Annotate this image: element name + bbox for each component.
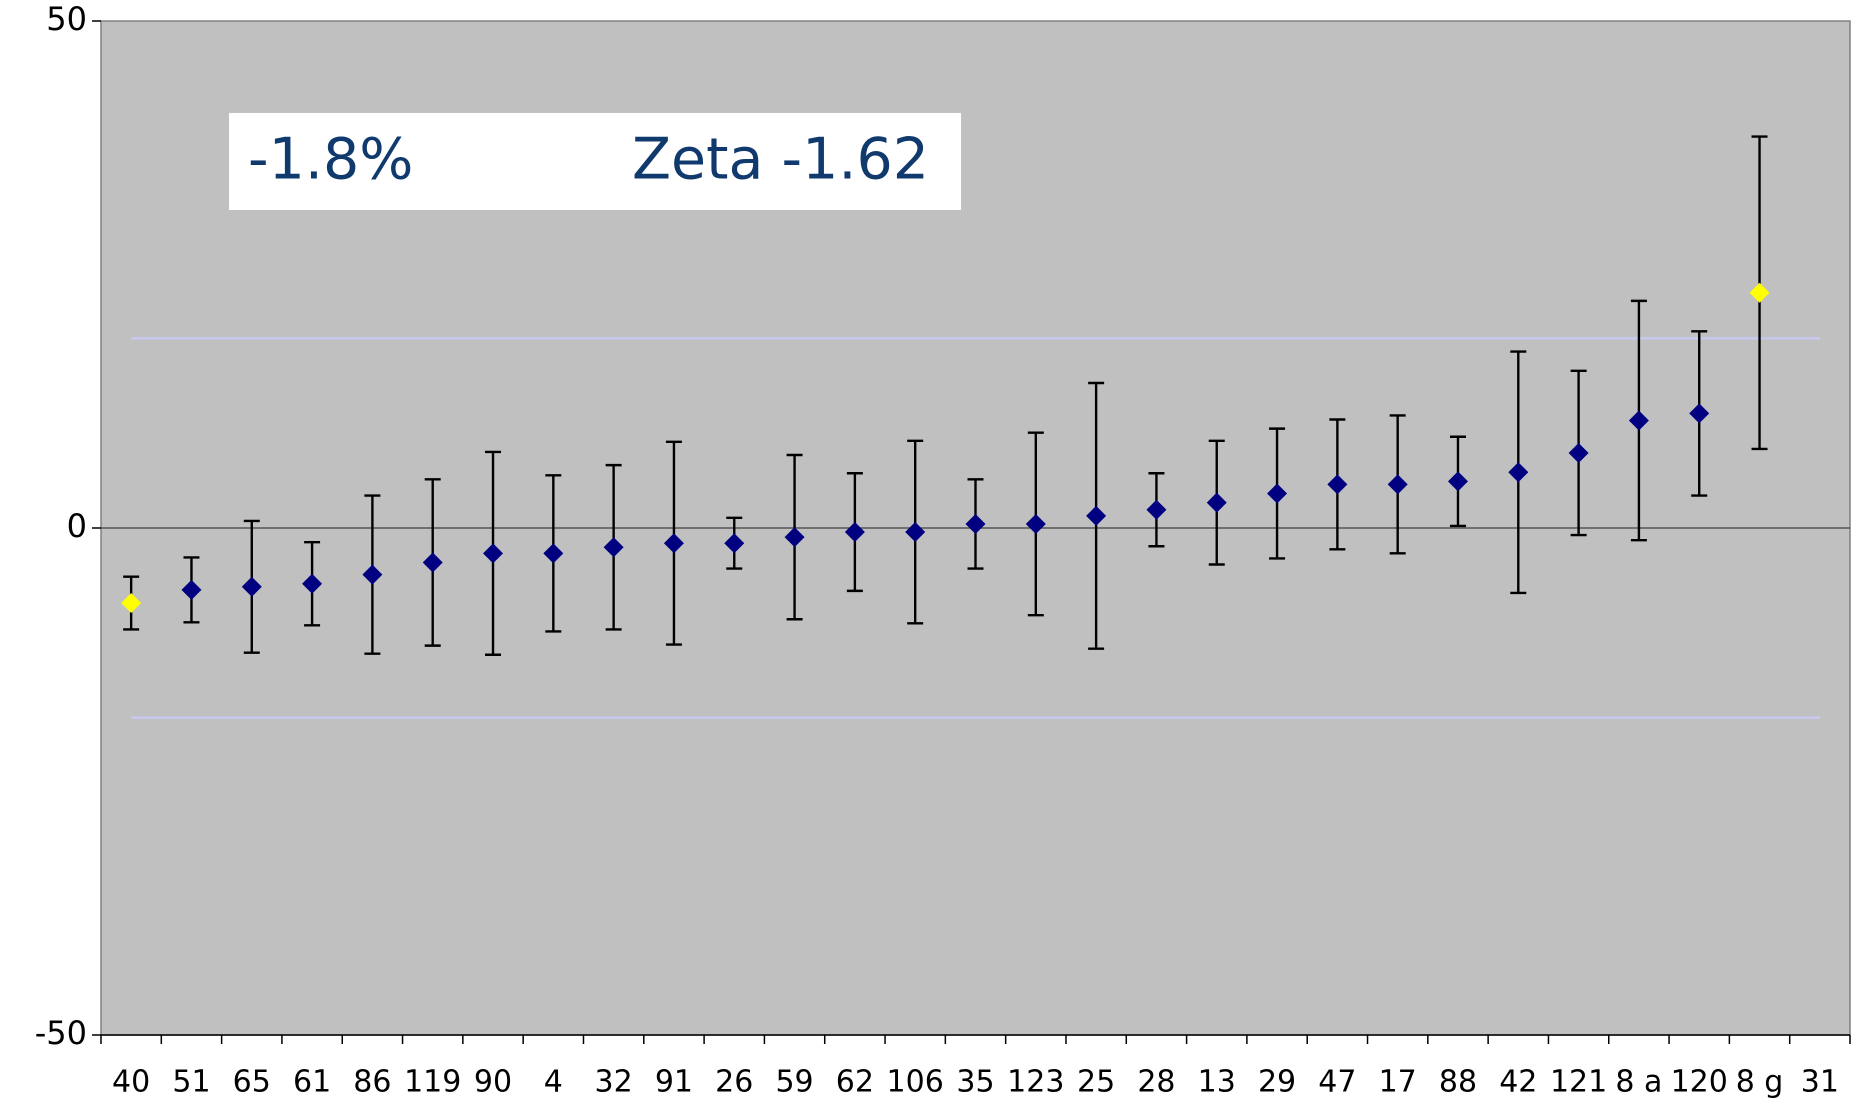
point bbox=[422, 552, 443, 573]
point bbox=[1025, 513, 1046, 534]
x-tick-label: 25 bbox=[1077, 1065, 1115, 1100]
annotation-box bbox=[229, 113, 961, 210]
point bbox=[965, 513, 986, 534]
point bbox=[1267, 483, 1288, 504]
point bbox=[603, 537, 624, 558]
x-tick-label: 90 bbox=[474, 1065, 512, 1100]
point bbox=[362, 564, 383, 585]
x-tick-label: 119 bbox=[404, 1065, 461, 1100]
x-tick-label: 8 g bbox=[1736, 1065, 1784, 1100]
point bbox=[1508, 462, 1529, 483]
x-tick-label: 65 bbox=[233, 1065, 271, 1100]
x-tick-label: 88 bbox=[1439, 1065, 1477, 1100]
annotation: -1.8% bbox=[248, 127, 413, 193]
x-tick-label: 35 bbox=[956, 1065, 994, 1100]
x-tick-label: 42 bbox=[1499, 1065, 1537, 1100]
x-tick-label: 59 bbox=[775, 1065, 813, 1100]
point bbox=[483, 543, 504, 564]
x-tick-label: 40 bbox=[112, 1065, 150, 1100]
point bbox=[1689, 403, 1710, 424]
point bbox=[543, 543, 564, 564]
x-tick-label: 29 bbox=[1258, 1065, 1296, 1100]
point bbox=[1146, 499, 1167, 520]
point bbox=[1447, 471, 1468, 492]
x-tick-label: 106 bbox=[887, 1065, 944, 1100]
x-tick-label: 91 bbox=[655, 1065, 693, 1100]
x-tick-label: 47 bbox=[1318, 1065, 1356, 1100]
x-tick-label: 61 bbox=[293, 1065, 331, 1100]
x-tick-label: 51 bbox=[172, 1065, 210, 1100]
point bbox=[1628, 410, 1649, 431]
x-tick-label: 62 bbox=[836, 1065, 874, 1100]
point bbox=[302, 573, 323, 594]
y-tick-label: -50 bbox=[35, 1014, 87, 1052]
x-tick-label: 4 bbox=[544, 1065, 563, 1100]
point bbox=[905, 522, 926, 543]
x-tick-label: 26 bbox=[715, 1065, 753, 1100]
point bbox=[784, 527, 805, 548]
point bbox=[181, 579, 202, 600]
x-tick-label: 32 bbox=[595, 1065, 633, 1100]
point bbox=[1327, 474, 1348, 495]
x-tick-label: 8 a bbox=[1615, 1065, 1662, 1100]
x-tick-label: 86 bbox=[353, 1065, 391, 1100]
point bbox=[1206, 492, 1227, 513]
x-tick-label: 28 bbox=[1137, 1065, 1175, 1100]
x-tick-label: 121 bbox=[1550, 1065, 1607, 1100]
x-tick-label: 13 bbox=[1198, 1065, 1236, 1100]
x-tick-label: 123 bbox=[1007, 1065, 1064, 1100]
point bbox=[121, 593, 142, 614]
point bbox=[1086, 505, 1107, 526]
y-tick-label: 0 bbox=[67, 507, 87, 545]
y-tick-label: 50 bbox=[46, 0, 87, 38]
annotation: Zeta -1.62 bbox=[632, 127, 929, 193]
point bbox=[663, 533, 684, 554]
point bbox=[241, 576, 262, 597]
point bbox=[1387, 474, 1408, 495]
x-tick-label: 120 bbox=[1671, 1065, 1728, 1100]
point bbox=[1568, 442, 1589, 463]
x-tick-label: 31 bbox=[1801, 1065, 1839, 1100]
point bbox=[1749, 282, 1770, 303]
point bbox=[844, 522, 865, 543]
point bbox=[724, 533, 745, 554]
x-tick-label: 17 bbox=[1379, 1065, 1417, 1100]
